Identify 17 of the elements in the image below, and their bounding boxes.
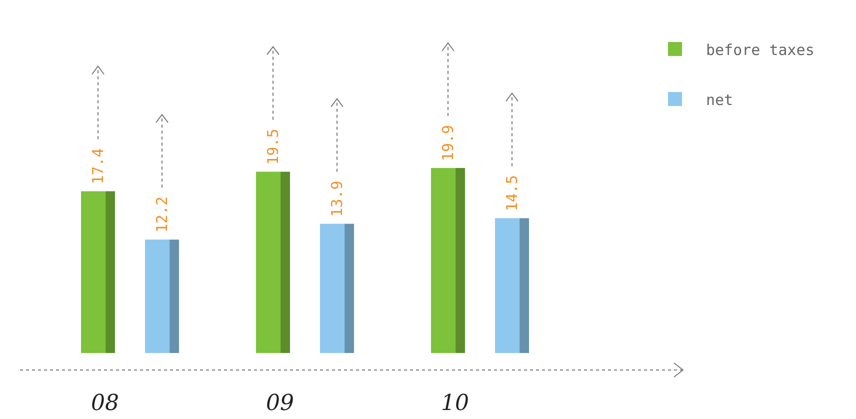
bar	[320, 224, 354, 353]
data-label: 14.5	[503, 175, 521, 212]
bar	[145, 240, 179, 353]
data-label: 17.4	[89, 148, 107, 184]
x-tick-label: 08	[91, 391, 119, 416]
legend-label: before taxes	[706, 41, 814, 59]
x-tick-label: 09	[266, 391, 294, 416]
legend-label: net	[706, 91, 734, 109]
data-label: 13.9	[328, 180, 346, 217]
bar	[256, 172, 290, 353]
bar	[81, 191, 115, 353]
x-tick-label: 10	[441, 391, 469, 416]
bar	[495, 218, 529, 353]
bar	[431, 168, 465, 353]
data-label: 12.2	[153, 196, 171, 233]
data-label: 19.5	[264, 128, 282, 165]
data-label: 19.9	[439, 124, 457, 162]
